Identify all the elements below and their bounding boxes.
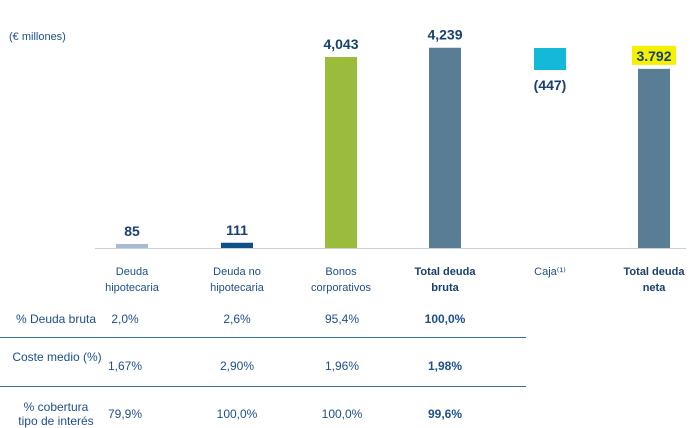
table-separator	[0, 337, 526, 338]
row-label: % Deuda bruta	[15, 312, 97, 326]
table-row-cobertura: % cobertura tipo de interés 79,9% 100,0%…	[0, 387, 526, 428]
metrics-table: % Deuda bruta 2,0% 2,6% 95,4% 100,0% Cos…	[0, 300, 690, 428]
table-row-coste-medio: Coste medio (%) 1,67% 2,90% 1,96% 1,98%	[0, 338, 526, 386]
data-label: 3.792	[636, 48, 671, 64]
cell-deuda-hipotecaria: 79,9%	[107, 407, 143, 421]
category-label: corporativos	[311, 282, 371, 294]
bar	[221, 242, 253, 248]
cell-deuda-no-hipotecaria: 2,90%	[219, 359, 255, 373]
category-label: neta	[643, 282, 667, 294]
category-label: Caja⁽¹⁾	[534, 266, 566, 278]
table-separator	[0, 386, 526, 387]
data-label: 4,043	[323, 36, 358, 52]
category-label: bruta	[431, 282, 459, 294]
data-label: (447)	[534, 77, 567, 93]
cell-bonos-corporativos: 1,96%	[324, 359, 360, 373]
category-label: Bonos	[325, 266, 357, 278]
bar-chart: 85 Deuda hipotecaria 111 Deuda no hipotecaria…	[95, 27, 686, 294]
category-label: Total deuda	[415, 266, 477, 278]
category-label: Deuda	[116, 266, 149, 278]
category-label: hipotecaria	[210, 282, 265, 294]
bar	[638, 68, 670, 248]
row-label: % cobertura tipo de interés	[18, 400, 94, 428]
cell-total-deuda-bruta: 99,6%	[427, 407, 463, 421]
cell-deuda-hipotecaria: 1,67%	[107, 359, 143, 373]
bar	[116, 243, 148, 248]
data-label: 85	[124, 223, 140, 239]
bar	[429, 47, 461, 248]
table-row-deuda-bruta: % Deuda bruta 2,0% 2,6% 95,4% 100,0%	[0, 300, 526, 336]
row-label: Coste medio (%)	[12, 350, 102, 364]
category-label: Total deuda	[624, 266, 686, 278]
data-label: 4,239	[427, 27, 462, 43]
value-highlight	[632, 45, 676, 65]
cell-bonos-corporativos: 95,4%	[324, 312, 360, 326]
unit-label: (€ millones)	[9, 31, 66, 43]
cell-deuda-hipotecaria: 2,0%	[111, 312, 139, 326]
data-label: 111	[226, 222, 248, 238]
cell-bonos-corporativos: 100,0%	[321, 407, 363, 421]
bar	[534, 48, 566, 70]
cell-deuda-no-hipotecaria: 2,6%	[223, 312, 251, 326]
bar	[325, 57, 357, 248]
cell-total-deuda-bruta: 1,98%	[427, 359, 463, 373]
cell-deuda-no-hipotecaria: 100,0%	[216, 407, 258, 421]
category-label: Deuda no	[213, 266, 261, 278]
cell-total-deuda-bruta: 100,0%	[424, 312, 466, 326]
category-label: hipotecaria	[105, 282, 160, 294]
